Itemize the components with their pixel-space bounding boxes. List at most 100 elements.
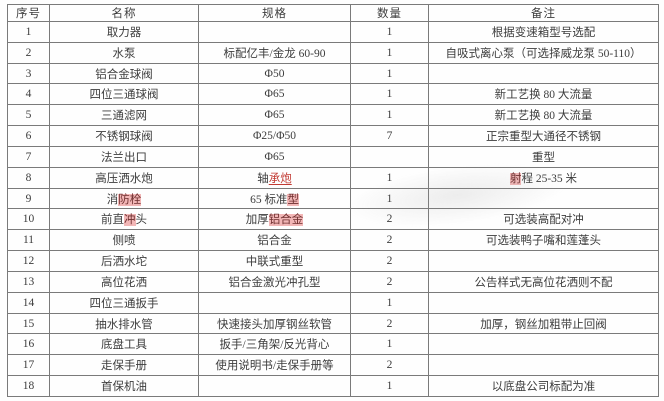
cell-spec bbox=[198, 291, 351, 314]
text-segment: 型 bbox=[287, 193, 299, 206]
text-segment: 承炮 bbox=[268, 172, 292, 185]
cell-spec: Φ65 bbox=[198, 145, 351, 168]
cell-no: 3 bbox=[7, 62, 50, 85]
cell-name: 消防栓 bbox=[49, 187, 199, 210]
cell-name: 四位三通扳手 bbox=[49, 291, 199, 314]
cell-no: 4 bbox=[7, 83, 50, 106]
header-spec: 规格 bbox=[198, 4, 351, 22]
table-row: 14 四位三通扳手 1 bbox=[7, 291, 659, 314]
cell-qty: 1 bbox=[350, 41, 429, 64]
table-row: 16 底盘工具 扳手/三角架/反光背心 1 bbox=[7, 333, 659, 356]
table-body: 1 取力器 1 根据变速箱型号选配 2 水泵 标配亿丰/金龙 60-90 1 自吸式离心泵（可选… bbox=[7, 21, 659, 397]
cell-name: 水泵 bbox=[49, 41, 199, 64]
text-segment: 防栓 bbox=[118, 193, 142, 206]
cell-name: 四位三通球阀 bbox=[49, 83, 199, 106]
text-segment: 铝合金 bbox=[268, 214, 304, 227]
cell-spec: Φ65 bbox=[198, 83, 351, 106]
table-row: 15 抽水排水管 快速接头加厚钢丝软管 2 加厚，钢丝加粗带止回阀 bbox=[7, 312, 659, 335]
cell-qty: 1 bbox=[350, 291, 429, 314]
cell-note: 新工艺换 80 大流量 bbox=[428, 104, 659, 127]
cell-name: 不锈钢球阀 bbox=[49, 125, 199, 147]
cell-qty: 1 bbox=[350, 83, 429, 106]
table-row: 18 首保机油 1 以底盘公司标配为准 bbox=[7, 375, 659, 397]
spec-table: 序号 名称 规格 数量 备注 1 取力器 1 根据变速箱型号选配 2 水泵 标配亿丰/金龙 … bbox=[7, 4, 659, 397]
cell-note: 加厚，钢丝加粗带止回阀 bbox=[428, 312, 659, 335]
text-segment: 前直 bbox=[101, 214, 124, 227]
cell-qty: 2 bbox=[350, 270, 429, 293]
table-row: 3 铝合金球阀 Φ50 1 bbox=[7, 62, 659, 85]
cell-no: 1 bbox=[7, 21, 50, 43]
cell-spec: 65 标准型 bbox=[198, 187, 351, 210]
cell-qty: 1 bbox=[350, 166, 429, 189]
cell-qty: 2 bbox=[350, 354, 429, 377]
table-row: 2 水泵 标配亿丰/金龙 60-90 1 自吸式离心泵（可选择威龙泵 50-110） bbox=[7, 41, 659, 64]
cell-note bbox=[428, 291, 659, 314]
header-row: 序号 名称 规格 数量 备注 bbox=[7, 4, 659, 22]
text-segment: 头 bbox=[135, 214, 148, 227]
cell-no: 12 bbox=[7, 250, 50, 272]
cell-note: 自吸式离心泵（可选择威龙泵 50-110） bbox=[428, 41, 659, 64]
cell-note: 新工艺换 80 大流量 bbox=[428, 83, 659, 106]
table-row: 6 不锈钢球阀 Φ25/Φ50 7 正宗重型大通径不锈钢 bbox=[7, 125, 659, 147]
header-qty: 数量 bbox=[350, 4, 429, 22]
cell-name: 底盘工具 bbox=[49, 333, 199, 356]
cell-qty bbox=[350, 145, 429, 168]
cell-no: 8 bbox=[7, 166, 50, 189]
cell-name: 铝合金球阀 bbox=[49, 62, 199, 85]
cell-qty: 7 bbox=[350, 125, 429, 147]
cell-name: 前直冲头 bbox=[49, 208, 199, 231]
cell-no: 18 bbox=[7, 375, 50, 397]
cell-name: 法兰出口 bbox=[49, 145, 199, 168]
cell-name: 取力器 bbox=[49, 21, 199, 43]
cell-qty: 2 bbox=[350, 208, 429, 231]
table-row: 9 消防栓 65 标准型 1 bbox=[7, 187, 659, 210]
cell-no: 11 bbox=[7, 229, 50, 252]
cell-qty: 1 bbox=[350, 62, 429, 85]
table-row: 7 法兰出口 Φ65 重型 bbox=[7, 145, 659, 168]
cell-no: 9 bbox=[7, 187, 50, 210]
text-segment: 65 标准 bbox=[250, 193, 288, 206]
cell-no: 7 bbox=[7, 145, 50, 168]
table-row: 1 取力器 1 根据变速箱型号选配 bbox=[7, 21, 659, 43]
cell-no: 2 bbox=[7, 41, 50, 64]
table-row: 12 后洒水坨 中联式重型 2 bbox=[7, 250, 659, 272]
cell-note bbox=[428, 250, 659, 272]
cell-spec: 轴承炮 bbox=[198, 166, 351, 189]
table-row: 4 四位三通球阀 Φ65 1 新工艺换 80 大流量 bbox=[7, 83, 659, 106]
text-segment: 消 bbox=[106, 193, 119, 206]
cell-note: 可选装鸭子嘴和莲蓬头 bbox=[428, 229, 659, 252]
cell-note: 正宗重型大通径不锈钢 bbox=[428, 125, 659, 147]
cell-name: 首保机油 bbox=[49, 375, 199, 397]
cell-qty: 1 bbox=[350, 21, 429, 43]
table-row: 17 走保手册 使用说明书/走保手册等 2 bbox=[7, 354, 659, 377]
cell-spec: 使用说明书/走保手册等 bbox=[198, 354, 351, 377]
cell-qty: 2 bbox=[350, 229, 429, 252]
cell-no: 14 bbox=[7, 291, 50, 314]
cell-spec bbox=[198, 21, 351, 43]
cell-spec: 标配亿丰/金龙 60-90 bbox=[198, 41, 351, 64]
cell-note bbox=[428, 333, 659, 356]
cell-spec bbox=[198, 375, 351, 397]
cell-qty: 1 bbox=[350, 375, 429, 397]
cell-name: 后洒水坨 bbox=[49, 250, 199, 272]
cell-no: 10 bbox=[7, 208, 50, 231]
cell-name: 三通滤网 bbox=[49, 104, 199, 127]
cell-note: 根据变速箱型号选配 bbox=[428, 21, 659, 43]
text-segment: 射 bbox=[509, 172, 522, 185]
cell-name: 高压洒水炮 bbox=[49, 166, 199, 189]
cell-qty: 1 bbox=[350, 333, 429, 356]
cell-name: 侧喷 bbox=[49, 229, 199, 252]
header-name: 名称 bbox=[49, 4, 199, 22]
cell-spec: Φ65 bbox=[198, 104, 351, 127]
cell-spec: 铝合金 bbox=[198, 229, 351, 252]
cell-no: 15 bbox=[7, 312, 50, 335]
cell-spec: 加厚铝合金 bbox=[198, 208, 351, 231]
text-segment: 轴 bbox=[257, 172, 269, 185]
cell-name: 抽水排水管 bbox=[49, 312, 199, 335]
cell-qty: 2 bbox=[350, 312, 429, 335]
cell-no: 16 bbox=[7, 333, 50, 356]
cell-spec: Φ25/Φ50 bbox=[198, 125, 351, 147]
table-row: 8 高压洒水炮 轴承炮 1 射程 25-35 米 bbox=[7, 166, 659, 189]
cell-name: 高位花洒 bbox=[49, 270, 199, 293]
text-segment: 程 25-35 米 bbox=[521, 172, 578, 185]
